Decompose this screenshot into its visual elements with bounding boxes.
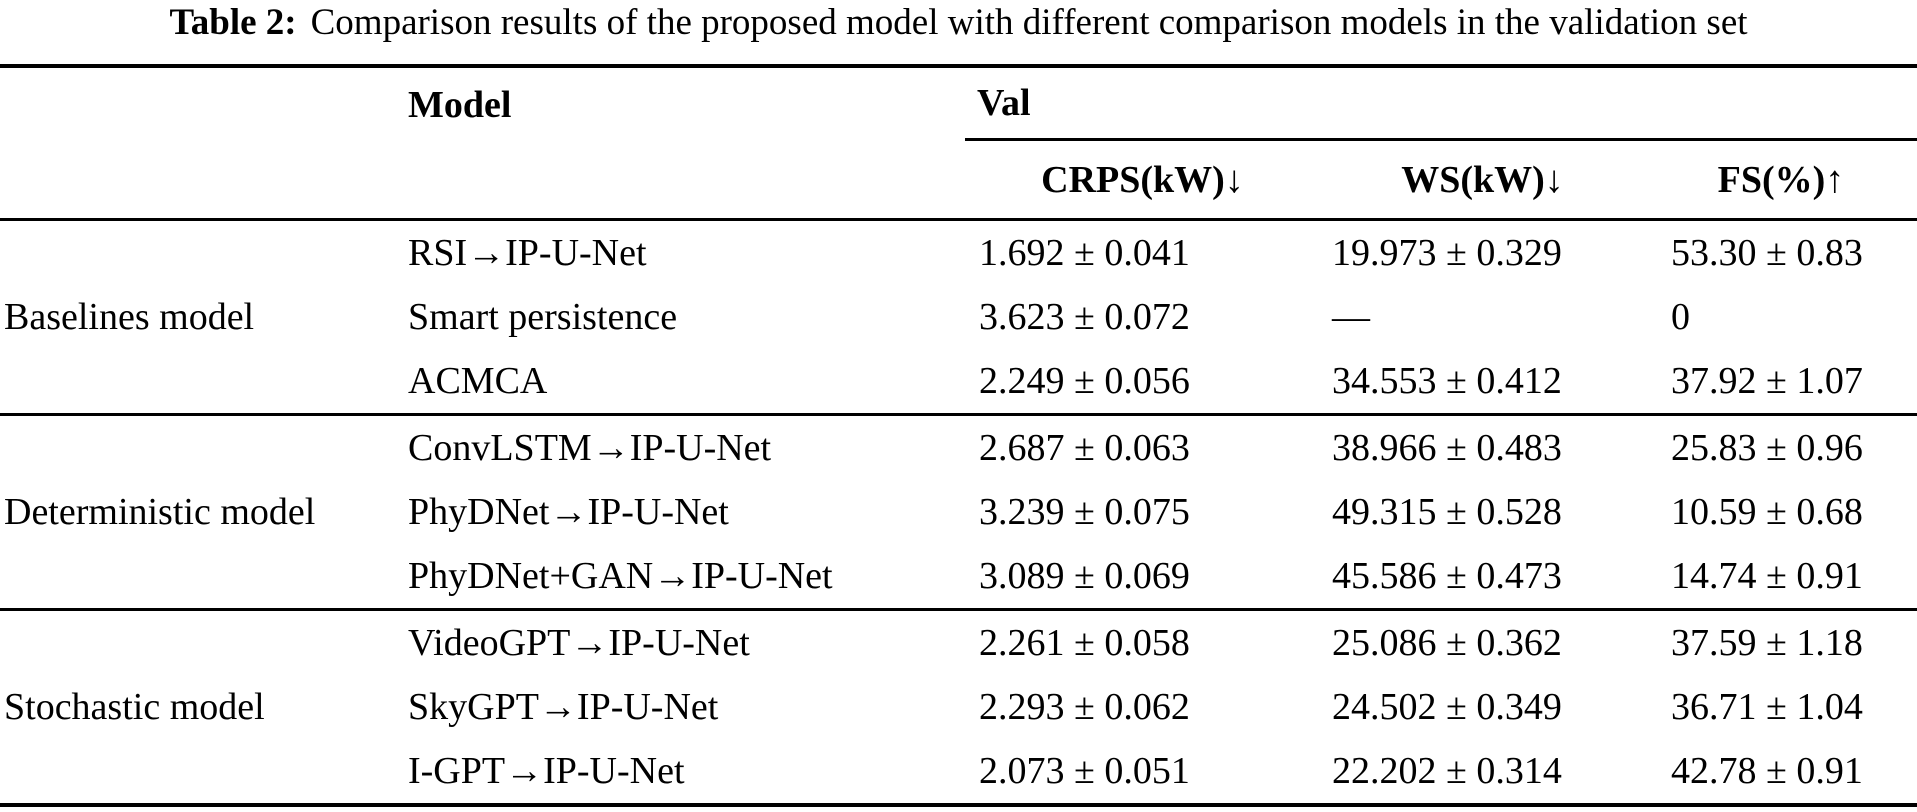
cell-ws: 34.553 ± 0.412 <box>1332 360 1562 402</box>
table-header-row-metrics: CRPS(kW)↓ WS(kW)↓ FS(%)↑ <box>0 141 1917 221</box>
cell-ws: 24.502 ± 0.349 <box>1332 686 1562 728</box>
cell-crps: 2.073 ± 0.051 <box>979 750 1190 792</box>
table-group-baselines: Baselines model RSI→IP-U-Net 1.692 ± 0.0… <box>0 221 1917 416</box>
table-header-row-top: Model Val <box>0 68 1917 141</box>
table-caption-text: Comparison results of the proposed model… <box>310 2 1748 43</box>
cell-model: ACMCA <box>408 360 548 402</box>
cell-fs: 0 <box>1671 296 1690 338</box>
table-caption-label: Table 2: <box>169 2 297 43</box>
cell-ws: — <box>1332 296 1370 338</box>
cell-ws: 45.586 ± 0.473 <box>1332 555 1562 597</box>
cell-crps: 2.293 ± 0.062 <box>979 686 1190 728</box>
cell-crps: 2.261 ± 0.058 <box>979 622 1190 664</box>
cell-crps: 1.692 ± 0.041 <box>979 232 1190 274</box>
cell-crps: 3.239 ± 0.075 <box>979 491 1190 533</box>
cell-fs: 25.83 ± 0.96 <box>1671 427 1863 469</box>
cell-model: PhyDNet+GAN→IP-U-Net <box>408 555 833 597</box>
cell-ws: 49.315 ± 0.528 <box>1332 491 1562 533</box>
cell-fs: 37.59 ± 1.18 <box>1671 622 1863 664</box>
table-caption: Table 2: Comparison results of the propos… <box>0 0 1917 64</box>
cell-ws: 38.966 ± 0.483 <box>1332 427 1562 469</box>
cell-fs: 42.78 ± 0.91 <box>1671 750 1863 792</box>
cell-crps: 2.687 ± 0.063 <box>979 427 1190 469</box>
column-header-crps: CRPS(kW)↓ <box>1041 158 1244 201</box>
cell-model: Smart persistence <box>408 296 678 338</box>
cell-model: RSI→IP-U-Net <box>408 232 647 274</box>
column-header-model: Model <box>408 83 512 126</box>
cell-fs: 10.59 ± 0.68 <box>1671 491 1863 533</box>
cell-crps: 2.249 ± 0.056 <box>979 360 1190 402</box>
cell-ws: 19.973 ± 0.329 <box>1332 232 1562 274</box>
cell-ws: 25.086 ± 0.362 <box>1332 622 1562 664</box>
cell-model: ConvLSTM→IP-U-Net <box>408 427 772 469</box>
cell-ws: 22.202 ± 0.314 <box>1332 750 1562 792</box>
table-group-deterministic: Deterministic model ConvLSTM→IP-U-Net 2.… <box>0 416 1917 611</box>
cell-crps: 3.089 ± 0.069 <box>979 555 1190 597</box>
cell-fs: 53.30 ± 0.83 <box>1671 232 1863 274</box>
cell-model: PhyDNet→IP-U-Net <box>408 491 729 533</box>
column-header-val: Val <box>965 68 1917 141</box>
cell-model: VideoGPT→IP-U-Net <box>408 622 750 664</box>
cell-fs: 36.71 ± 1.04 <box>1671 686 1863 728</box>
cell-model: I-GPT→IP-U-Net <box>408 750 685 792</box>
cell-fs: 37.92 ± 1.07 <box>1671 360 1863 402</box>
group-label: Baselines model <box>4 296 255 338</box>
cell-fs: 14.74 ± 0.91 <box>1671 555 1863 597</box>
column-header-ws: WS(kW)↓ <box>1401 158 1564 201</box>
column-header-fs: FS(%)↑ <box>1717 158 1845 201</box>
group-label: Deterministic model <box>4 491 316 533</box>
table-group-stochastic: Stochastic model VideoGPT→IP-U-Net 2.261… <box>0 611 1917 807</box>
cell-model: SkyGPT→IP-U-Net <box>408 686 719 728</box>
group-label: Stochastic model <box>4 686 265 728</box>
results-table: Model Val CRPS(kW)↓ WS(kW)↓ FS(%)↑ Basel… <box>0 64 1917 807</box>
cell-crps: 3.623 ± 0.072 <box>979 296 1190 338</box>
